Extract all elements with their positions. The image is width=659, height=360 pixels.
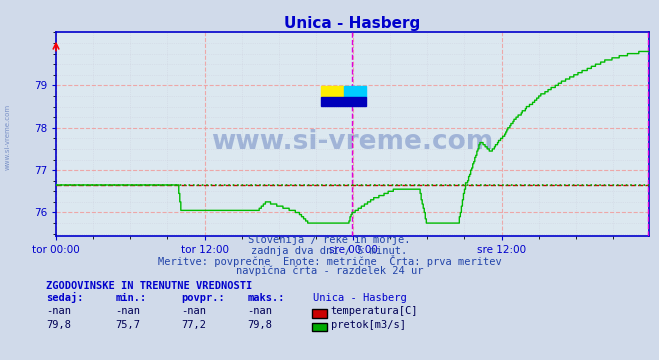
Text: pretok[m3/s]: pretok[m3/s] [331,320,406,330]
Text: Meritve: povprečne  Enote: metrične  Črta: prva meritev: Meritve: povprečne Enote: metrične Črta:… [158,255,501,267]
Text: www.si-vreme.com: www.si-vreme.com [212,129,494,155]
Text: Slovenija / reke in morje.: Slovenija / reke in morje. [248,235,411,245]
Text: www.si-vreme.com: www.si-vreme.com [5,104,11,170]
Text: 79,8: 79,8 [46,320,71,330]
Text: 77,2: 77,2 [181,320,206,330]
Text: sedaj:: sedaj: [46,292,84,303]
Text: 75,7: 75,7 [115,320,140,330]
Text: min.:: min.: [115,293,146,303]
Text: -nan: -nan [247,306,272,316]
Text: povpr.:: povpr.: [181,293,225,303]
Text: -nan: -nan [181,306,206,316]
Text: -nan: -nan [46,306,71,316]
Text: ZGODOVINSKE IN TRENUTNE VREDNOSTI: ZGODOVINSKE IN TRENUTNE VREDNOSTI [46,281,252,291]
Text: maks.:: maks.: [247,293,285,303]
Text: zadnja dva dni / 5 minut.: zadnja dva dni / 5 minut. [251,246,408,256]
Text: temperatura[C]: temperatura[C] [331,306,418,316]
Bar [321,86,344,98]
Bar [344,86,366,98]
Title: Unica - Hasberg: Unica - Hasberg [285,16,420,31]
Bar [321,98,366,106]
Text: Unica - Hasberg: Unica - Hasberg [313,293,407,303]
Text: navpična črta - razdelek 24 ur: navpična črta - razdelek 24 ur [236,266,423,276]
Text: -nan: -nan [115,306,140,316]
Text: 79,8: 79,8 [247,320,272,330]
